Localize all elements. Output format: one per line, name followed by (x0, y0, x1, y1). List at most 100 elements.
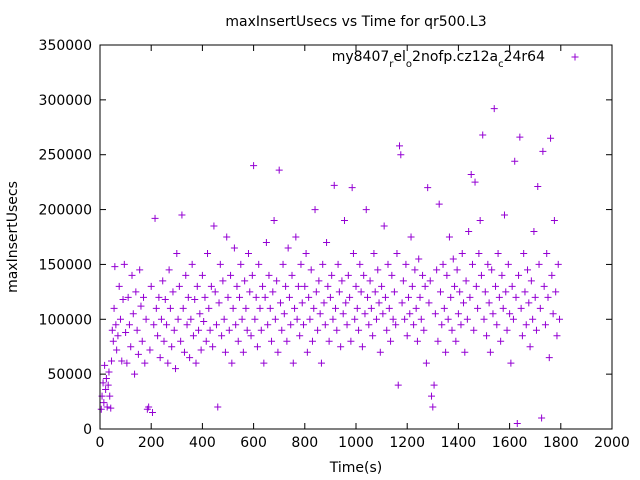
data-point (375, 299, 383, 307)
data-point (239, 348, 247, 356)
data-point (467, 170, 475, 178)
data-point (114, 332, 122, 340)
y-tick-label: 300000 (39, 93, 92, 109)
x-tick-label: 2000 (594, 435, 630, 451)
data-point (175, 282, 183, 290)
x-tick-label: 600 (240, 435, 267, 451)
data-point (383, 326, 391, 334)
data-point (312, 288, 320, 296)
data-point (384, 260, 392, 268)
data-point (374, 266, 382, 274)
data-point (488, 266, 496, 274)
data-point (509, 315, 517, 323)
data-point (168, 343, 176, 351)
data-point (550, 217, 558, 225)
data-point (494, 249, 502, 257)
data-point (248, 271, 256, 279)
data-point (311, 206, 319, 214)
data-point (251, 315, 259, 323)
data-point (220, 315, 228, 323)
data-point (180, 348, 188, 356)
data-point (358, 343, 366, 351)
data-point (380, 222, 388, 230)
data-point (316, 310, 324, 318)
data-point (206, 326, 214, 334)
y-tick-label: 350000 (39, 38, 92, 54)
data-point (541, 321, 549, 329)
data-point (102, 386, 110, 394)
data-point (534, 183, 542, 191)
data-point (198, 271, 206, 279)
data-point (489, 310, 497, 318)
data-point (521, 288, 529, 296)
data-point (538, 414, 546, 422)
data-point (257, 326, 265, 334)
data-point (202, 337, 210, 345)
data-point (234, 337, 242, 345)
data-point (346, 293, 354, 301)
data-point (265, 271, 273, 279)
data-point (416, 293, 424, 301)
data-point (224, 293, 232, 301)
data-point (250, 162, 258, 170)
data-point (330, 181, 338, 189)
data-point (106, 392, 114, 400)
data-point (214, 403, 222, 411)
data-point (166, 304, 174, 312)
data-point (271, 315, 279, 323)
data-point (512, 293, 520, 301)
y-tick-label: 100000 (39, 312, 92, 328)
chart-title: maxInsertUsecs vs Time for qr500.L3 (225, 14, 486, 30)
data-point (392, 321, 400, 329)
data-point (445, 233, 453, 241)
data-point (228, 359, 236, 367)
data-point (116, 315, 124, 323)
data-point (305, 293, 313, 301)
data-point (247, 332, 255, 340)
data-point (483, 332, 491, 340)
data-point (526, 343, 534, 351)
data-point (337, 343, 345, 351)
data-point (465, 228, 473, 236)
data-point (170, 326, 178, 334)
data-point (490, 105, 498, 113)
data-point (468, 260, 476, 268)
data-point (218, 332, 226, 340)
data-point (187, 315, 195, 323)
data-point (122, 328, 130, 336)
data-point (303, 348, 311, 356)
data-point (343, 321, 351, 329)
data-point (160, 337, 168, 345)
data-point (308, 337, 316, 345)
x-axis-label: Time(s) (329, 460, 382, 476)
data-point (422, 359, 430, 367)
data-point (348, 184, 356, 192)
x-tick-label: 0 (96, 435, 105, 451)
y-tick-label: 250000 (39, 148, 92, 164)
data-point (456, 288, 464, 296)
data-point (532, 326, 540, 334)
data-point (376, 348, 384, 356)
data-point (466, 293, 474, 301)
data-point (352, 282, 360, 290)
data-point (453, 266, 461, 274)
x-tick-label: 200 (138, 435, 165, 451)
data-point (179, 304, 187, 312)
data-point (515, 271, 523, 279)
data-point (155, 293, 163, 301)
data-point (457, 321, 465, 329)
data-point (242, 304, 250, 312)
data-point (508, 282, 516, 290)
data-point (191, 296, 199, 304)
data-point (480, 315, 488, 323)
x-tick-label: 1400 (441, 435, 477, 451)
data-point (215, 299, 223, 307)
data-point (111, 263, 119, 271)
data-point (548, 271, 556, 279)
data-point (390, 288, 398, 296)
data-point (531, 293, 539, 301)
data-point (293, 315, 301, 323)
data-point (310, 304, 318, 312)
data-point (498, 271, 506, 279)
data-point (371, 288, 379, 296)
